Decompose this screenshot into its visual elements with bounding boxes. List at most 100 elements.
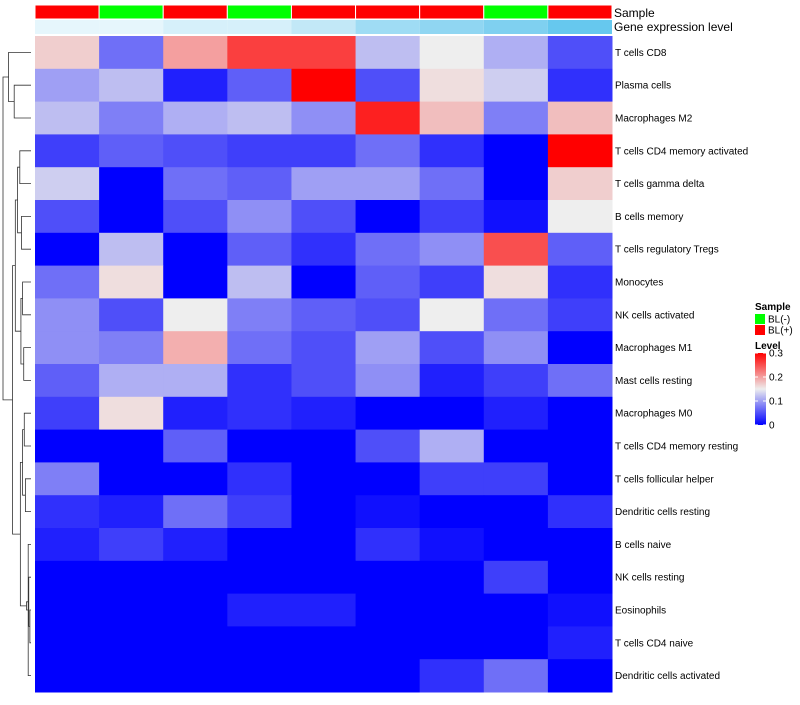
row-dendrogram [2,52,31,676]
heatmap-cell [227,396,292,431]
heatmap-cell [163,626,228,660]
heatmap-cell [227,298,292,332]
heatmap-cell [483,528,549,562]
gene-expression-annotation-cell [35,20,100,34]
heatmap-cell [163,593,228,627]
heatmap-cell [99,298,164,332]
row-label: Macrophages M0 [615,409,693,420]
dendrogram-link [12,265,21,535]
heatmap-cell [419,528,485,562]
legend-sample-label: BL(+) [768,326,793,337]
legend-sample-swatch [755,314,765,324]
heatmap-cell [355,232,421,267]
heatmap-cell [227,134,292,168]
heatmap-cell [355,331,421,365]
row-label: T cells CD8 [615,48,667,59]
dendrogram-link [14,199,21,332]
legend-level-tick-label: 0.3 [769,349,783,360]
sample-annotation-cell [34,4,100,20]
heatmap-cell [355,528,421,562]
heatmap-cell [547,429,613,463]
heatmap-cell [419,232,485,267]
heatmap-cell [291,167,357,201]
heatmap-cell [547,495,613,529]
heatmap-cell [163,36,228,70]
heatmap-cell [355,200,421,234]
heatmap-cell [163,265,228,299]
heatmap-cell [291,134,357,168]
heatmap-cell [291,101,357,135]
heatmap-cell [419,298,485,332]
row-label: B cells naive [615,540,672,551]
heatmap-cell [227,331,292,365]
heatmap-cell [99,331,164,365]
gene-expression-annotation-cell [163,20,228,34]
heatmap-cell [35,331,100,365]
heatmap-cell [483,101,549,135]
row-label: T cells CD4 memory resting [615,442,738,453]
heatmap-cell [35,101,100,135]
sample-annotation-bar [34,4,613,20]
row-label: T cells follicular helper [615,474,714,485]
heatmap-cell [99,626,164,660]
heatmap-cell [547,364,613,398]
heatmap-cell [355,659,421,693]
heatmap-cell [483,167,549,201]
heatmap-cell [355,560,421,595]
gene-expression-annotation-cell [355,20,420,34]
heatmap-cell [227,462,292,496]
heatmap-cell [547,68,613,103]
heatmap-cell [227,36,292,70]
gene-expression-annotation-cell [99,20,164,34]
dendrogram-link [23,347,31,381]
dendrogram-link [25,478,31,512]
heatmap-cell [35,462,100,496]
heatmap-cell [99,462,164,496]
heatmap-cell [355,167,421,201]
heatmap-cell [227,659,292,693]
heatmap-cell [99,429,164,463]
dendrogram-link [2,76,13,401]
heatmap-cell [419,560,485,595]
row-label: T cells regulatory Tregs [615,245,719,256]
heatmap-cell [291,560,357,595]
heatmap-cell [163,495,228,529]
row-label: Plasma cells [615,81,671,92]
gene-expression-annotation-cell [419,20,484,34]
heatmap-cell [35,364,100,398]
dendrogram-link [19,150,31,184]
heatmap-cell [419,265,485,299]
row-labels: T cells CD8 Plasma cells Macrophages M2 T c… [615,48,748,682]
heatmap-cell [227,593,292,627]
row-label: NK cells resting [615,573,684,584]
heatmap-cell [35,232,100,267]
sample-annotation-cell [98,4,164,20]
dendrogram-link [22,281,31,316]
sample-annotation-cell [290,4,357,20]
legend-level-tick-label: 0.1 [769,397,783,408]
heatmap-cell [483,396,549,431]
heatmap-cell [355,101,421,135]
heatmap-cell [99,659,164,693]
heatmap-cell [483,659,549,693]
row-label: T cells CD4 naive [615,638,694,649]
heatmap-cell [419,364,485,398]
legend: Sample BL(-)BL(+) Level 0 0.1 0.2 0.3 [755,302,793,432]
heatmap-cell [419,134,485,168]
heatmap-cell [35,68,100,103]
heatmap-cell [35,36,100,70]
heatmap-cell [355,396,421,431]
row-label: Eosinophils [615,606,666,617]
heatmap-cell [483,134,549,168]
heatmap-cell [355,36,421,70]
heatmap-cell [163,396,228,431]
heatmap-cell [163,200,228,234]
heatmap-cell [291,528,357,562]
sample-annotation-label: Sample [614,6,655,20]
sample-annotation-cell [226,4,292,20]
heatmap-cell [547,626,613,660]
heatmap-cell [355,429,421,463]
heatmap-cell [99,200,164,234]
heatmap-cell [419,396,485,431]
